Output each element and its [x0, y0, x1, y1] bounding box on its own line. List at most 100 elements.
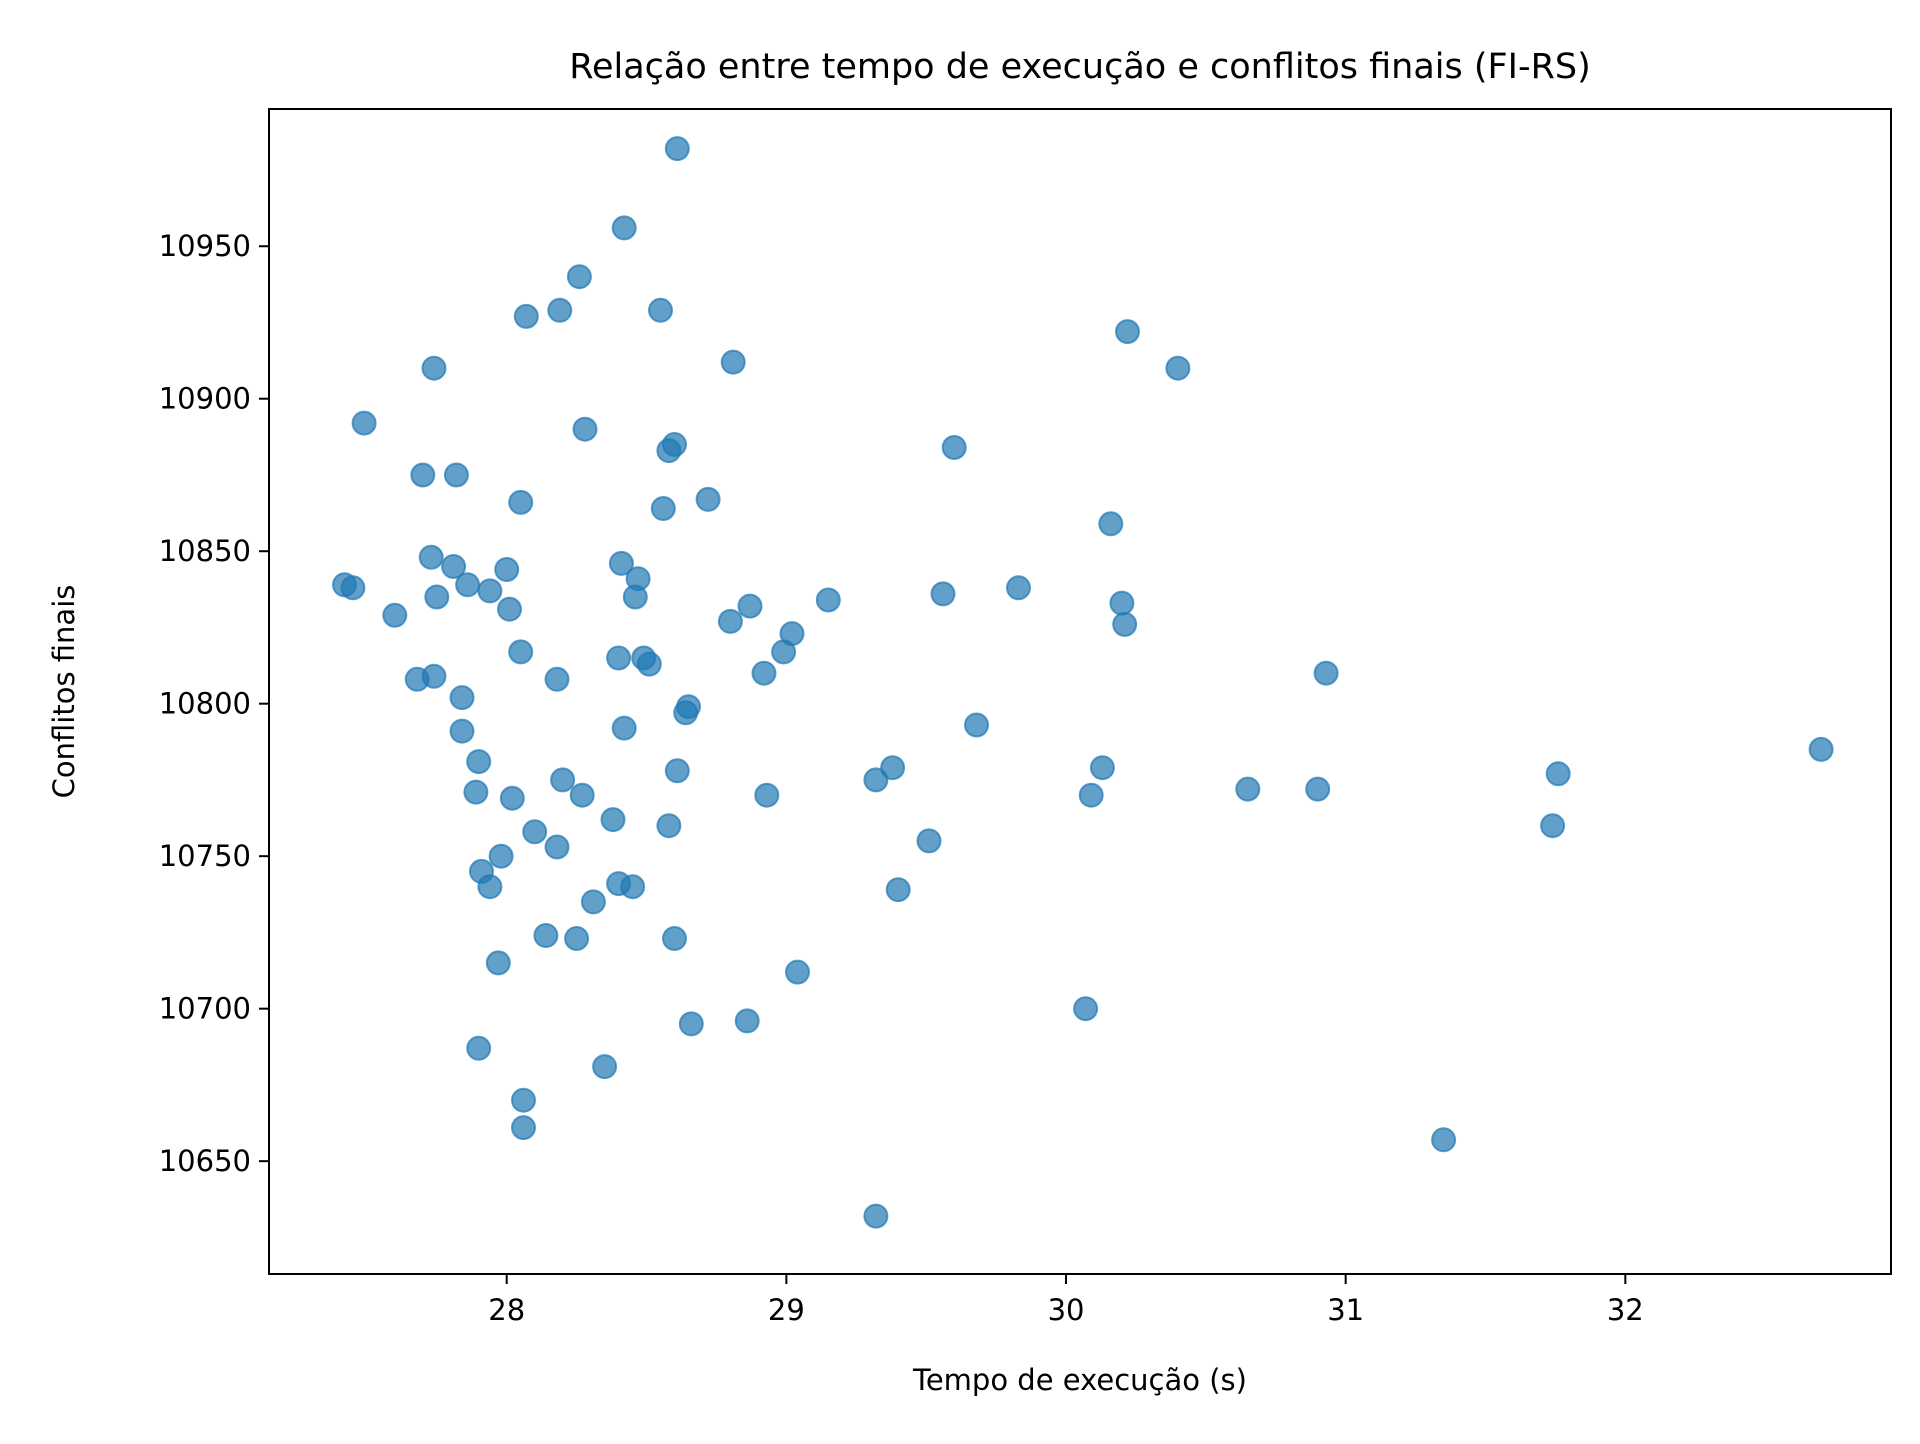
- y-axis-label: Conflitos finais: [47, 585, 81, 799]
- data-point: [720, 349, 746, 375]
- data-point: [1078, 782, 1104, 808]
- data-point: [410, 462, 436, 488]
- data-point: [1098, 511, 1124, 537]
- x-tick-label: 32: [1607, 1293, 1644, 1327]
- data-point: [449, 685, 475, 711]
- data-point: [443, 462, 469, 488]
- data-point: [550, 767, 576, 793]
- data-point: [564, 926, 590, 951]
- data-point: [636, 651, 662, 677]
- y-tick-label: 10850: [159, 534, 251, 568]
- data-point: [508, 489, 534, 515]
- data-points: [332, 136, 1834, 1229]
- data-point: [751, 660, 777, 686]
- data-point: [477, 578, 503, 604]
- chart-title: Relação entre tempo de execução e confli…: [569, 47, 1591, 87]
- data-point: [1165, 355, 1191, 381]
- data-point: [648, 297, 673, 323]
- data-point: [424, 584, 450, 610]
- data-point: [497, 596, 522, 622]
- y-tick-label: 10900: [159, 382, 251, 416]
- data-point: [566, 264, 592, 290]
- data-point: [1109, 590, 1135, 616]
- data-point: [771, 639, 797, 665]
- data-point: [485, 950, 511, 976]
- x-axis-label: Tempo de execução (s): [912, 1363, 1247, 1397]
- data-point: [421, 355, 447, 381]
- data-point: [941, 435, 967, 460]
- data-point: [717, 608, 743, 634]
- data-point: [340, 575, 366, 601]
- data-point: [1089, 755, 1115, 781]
- data-point: [572, 416, 598, 442]
- y-axis-ticks: 10650 10700 10750 10800 10850 10900 10950: [159, 229, 269, 1178]
- data-point: [1545, 761, 1571, 787]
- data-point: [608, 550, 634, 576]
- data-point: [916, 828, 942, 854]
- data-point: [863, 767, 889, 793]
- plot-frame: [268, 108, 1892, 1275]
- data-point: [522, 819, 548, 845]
- data-point: [737, 593, 763, 619]
- data-point: [1431, 1127, 1457, 1153]
- data-point: [664, 758, 690, 784]
- data-point: [569, 782, 595, 808]
- data-point: [1313, 660, 1339, 686]
- data-point: [880, 755, 906, 781]
- data-point: [1305, 776, 1331, 802]
- data-point: [885, 877, 911, 903]
- data-point: [1112, 611, 1138, 637]
- data-point: [611, 215, 637, 241]
- data-point: [533, 923, 559, 948]
- x-tick-label: 28: [488, 1293, 525, 1327]
- data-point: [441, 554, 467, 579]
- y-tick-label: 10750: [159, 839, 251, 873]
- data-point: [418, 544, 444, 570]
- data-point: [449, 718, 475, 744]
- data-point: [494, 557, 520, 582]
- data-point: [1235, 776, 1261, 802]
- y-tick-label: 10950: [159, 229, 251, 263]
- data-point: [511, 1115, 536, 1141]
- data-point: [511, 1087, 536, 1113]
- data-point: [656, 813, 682, 839]
- data-point: [754, 782, 780, 808]
- data-point: [664, 136, 690, 162]
- x-axis-ticks: 28 29 30 31 32: [488, 1274, 1644, 1327]
- data-point: [488, 843, 514, 869]
- data-point: [544, 666, 570, 692]
- data-point: [785, 959, 810, 985]
- data-point: [930, 581, 956, 607]
- data-point: [734, 1008, 760, 1034]
- data-point: [404, 666, 430, 692]
- x-tick-label: 30: [1048, 1293, 1085, 1327]
- data-point: [463, 779, 489, 805]
- data-point: [650, 496, 676, 521]
- data-point: [499, 785, 525, 811]
- data-point: [592, 1054, 618, 1080]
- data-point: [508, 639, 534, 665]
- data-point: [815, 587, 841, 613]
- data-point: [863, 1203, 889, 1229]
- data-point: [662, 926, 687, 951]
- data-point: [351, 410, 377, 436]
- data-point: [1540, 813, 1566, 839]
- data-point: [580, 889, 606, 915]
- data-point: [678, 1011, 704, 1037]
- data-point: [466, 1035, 492, 1061]
- data-point: [1115, 319, 1140, 345]
- data-point: [611, 715, 637, 741]
- data-point: [547, 297, 573, 323]
- y-tick-label: 10800: [159, 687, 251, 721]
- x-tick-label: 29: [768, 1293, 805, 1327]
- data-point: [544, 834, 570, 860]
- data-point: [673, 700, 699, 726]
- data-point: [964, 712, 989, 738]
- data-point: [620, 874, 646, 900]
- data-point: [455, 572, 481, 598]
- data-point: [1808, 736, 1834, 762]
- y-tick-label: 10700: [159, 992, 251, 1026]
- data-point: [382, 602, 408, 628]
